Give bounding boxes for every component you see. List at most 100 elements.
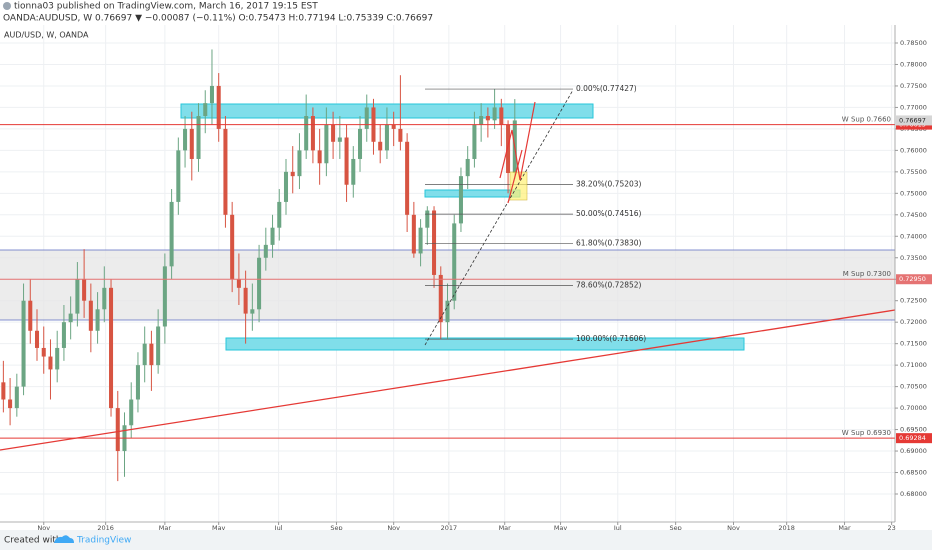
candle-body	[189, 128, 194, 159]
avatar	[3, 2, 11, 10]
demand-zone	[225, 337, 745, 351]
candle-body	[297, 150, 302, 177]
candle-body	[304, 116, 309, 151]
y-tick-label: 0.78000	[900, 60, 927, 68]
candle-body	[102, 287, 107, 310]
candle-body	[243, 287, 248, 314]
candle-body	[324, 124, 329, 164]
candle-body	[34, 330, 40, 348]
candle-body	[149, 343, 154, 366]
candle-body	[183, 128, 188, 151]
candle-body	[61, 322, 66, 348]
fib-zone	[424, 189, 521, 198]
x-tick-label: Sep	[330, 524, 342, 532]
y-tick-label: 0.75500	[900, 168, 927, 176]
y-tick-label: 0.72000	[900, 318, 927, 326]
candle-body	[196, 116, 201, 159]
candle-body	[432, 210, 437, 275]
candle-body	[203, 103, 208, 117]
candle-body	[270, 227, 275, 245]
x-tick-label: Mar	[499, 524, 512, 532]
candle-body	[156, 326, 161, 366]
fib-label: 0.00%(0.77427)	[576, 84, 637, 93]
candle-body	[310, 116, 315, 151]
candle-body	[75, 279, 80, 314]
x-tick-label: May	[212, 524, 226, 532]
fib-label: 38.20%(0.75203)	[576, 180, 642, 189]
candle-body	[499, 107, 504, 125]
candle-body	[162, 266, 167, 327]
candle-body	[317, 150, 322, 164]
candle-body	[209, 85, 214, 104]
candle-body	[236, 279, 241, 288]
candle-body	[492, 107, 497, 121]
candle-body	[337, 137, 342, 142]
candle-body	[465, 158, 470, 177]
support-label: W Sup 0.7660	[842, 116, 891, 124]
candle-body	[344, 137, 349, 185]
x-tick-label: May	[554, 524, 568, 532]
support-label: W Sup 0.6930	[842, 429, 891, 437]
candle-body	[129, 399, 134, 426]
price-tag-label: 0.72950	[899, 275, 926, 283]
y-tick-label: 0.77000	[900, 103, 927, 111]
candle-body	[485, 116, 490, 121]
candle-body	[425, 210, 430, 228]
fib-label: 78.60%(0.72852)	[576, 281, 642, 290]
candle-body	[358, 128, 363, 159]
y-tick-label: 0.70000	[900, 404, 927, 412]
trend-line	[0, 309, 896, 451]
x-tick-label: Nov	[727, 524, 740, 532]
footer-bar	[0, 530, 932, 550]
y-tick-label: 0.77500	[900, 82, 927, 90]
candle-body	[472, 124, 477, 159]
fib-label: 50.00%(0.74516)	[576, 209, 642, 218]
fib-label: 100.00%(0.71606)	[576, 334, 646, 343]
brand: TradingView	[76, 536, 131, 546]
candle-body	[8, 399, 13, 409]
candle-body	[14, 386, 19, 409]
last-price-tag	[896, 115, 932, 126]
candle-body	[277, 201, 282, 228]
y-tick-label: 0.69000	[900, 447, 927, 455]
x-tick-label: 2017	[441, 524, 458, 532]
candle-body	[458, 176, 463, 224]
drawings: 0.00%(0.77427) 38.20%(0.75203) 50.00%(0.74…	[0, 84, 895, 439]
created-with: Created with	[4, 536, 62, 546]
candle-body	[257, 257, 262, 310]
price-tag	[896, 433, 932, 444]
axes: 0.68000 0.68500 0.69000 0.69500 0.70000 0.705…	[37, 39, 932, 532]
last-price-label: 0.76697	[899, 116, 926, 124]
candle-body	[290, 171, 295, 177]
candle-body	[223, 128, 228, 215]
candle-body	[506, 124, 511, 174]
candle-body	[95, 309, 100, 331]
candles	[1, 49, 517, 482]
x-tick-label: 2018	[778, 524, 795, 532]
candle-body	[216, 85, 221, 129]
candle-body	[378, 141, 383, 151]
y-tick-label: 0.74500	[900, 211, 927, 219]
fib-trend	[424, 89, 574, 346]
candle-body	[384, 124, 389, 151]
x-tick-label: Mar	[159, 524, 172, 532]
y-tick-label: 0.73500	[900, 254, 927, 262]
candle-body	[331, 124, 336, 142]
x-tick-label: Jul	[274, 524, 283, 532]
y-tick-label: 0.74000	[900, 232, 927, 240]
candle-body	[109, 287, 114, 409]
candle-body	[230, 214, 235, 280]
candle-body	[68, 313, 73, 323]
candle-body	[351, 158, 356, 185]
candle-body	[41, 347, 46, 357]
sketch-line	[507, 149, 523, 204]
candle-body	[176, 150, 181, 202]
candle-body	[142, 343, 147, 366]
y-tick-label: 0.71000	[900, 361, 927, 369]
x-tick-label: Nov	[37, 524, 50, 532]
candle-body	[391, 124, 396, 129]
candle-body	[250, 309, 255, 314]
x-tick-label: Sep	[669, 524, 681, 532]
symbol-title: AUD/USD, W, OANDA	[4, 31, 89, 40]
y-tick-label: 0.75000	[900, 189, 927, 197]
